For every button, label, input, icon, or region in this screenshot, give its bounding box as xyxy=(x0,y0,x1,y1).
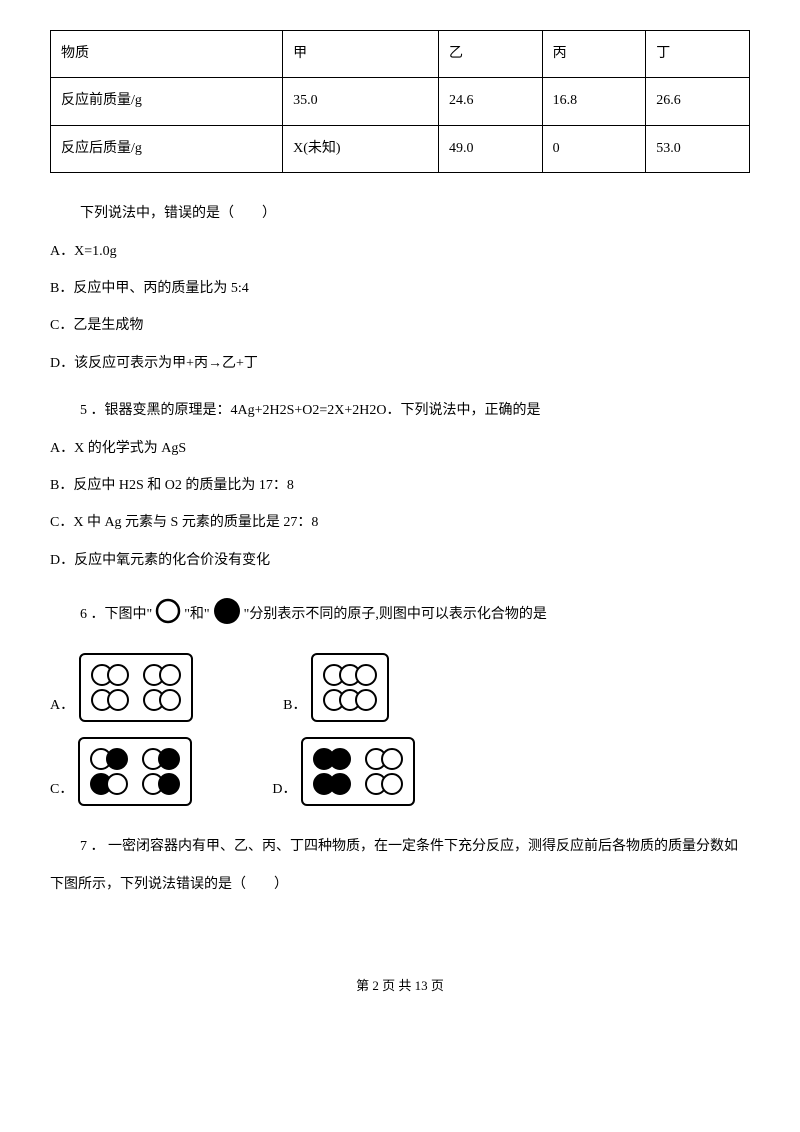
black-circle-icon xyxy=(213,597,241,633)
table-header: 丁 xyxy=(646,31,750,78)
table-header: 甲 xyxy=(283,31,439,78)
q6-mid: "和" xyxy=(184,604,209,626)
q7-line2: 下图所示，下列说法错误的是（ ） xyxy=(50,874,750,896)
molecule-box-b xyxy=(311,653,389,722)
molecule-box-d xyxy=(301,737,415,806)
option-label-a: A． xyxy=(50,695,74,722)
diagram-row-ab: A． B． xyxy=(50,653,750,722)
question-6-prompt: 6 ．下图中" "和" "分别表示不同的原子,则图中可以表示化合物的是 xyxy=(80,597,750,633)
option-c: C．X 中 Ag 元素与 S 元素的质量比是 27：8 xyxy=(50,512,750,534)
table-header: 物质 xyxy=(51,31,283,78)
option-label-b: B． xyxy=(283,695,306,722)
option-d-diagram: D． xyxy=(272,737,415,806)
white-circle-icon xyxy=(155,598,181,632)
option-d: D．该反应可表示为甲+丙→乙+丁 xyxy=(50,353,750,375)
option-d: D．反应中氧元素的化合价没有变化 xyxy=(50,550,750,572)
option-a-diagram: A． xyxy=(50,653,193,722)
table-cell: 53.0 xyxy=(646,125,750,172)
page-footer: 第 2 页 共 13 页 xyxy=(50,976,750,997)
table-header: 乙 xyxy=(439,31,543,78)
table-cell: 49.0 xyxy=(439,125,543,172)
data-table: 物质 甲 乙 丙 丁 反应前质量/g 35.0 24.6 16.8 26.6 反… xyxy=(50,30,750,173)
question-prompt: 下列说法中，错误的是（ ） xyxy=(80,203,750,225)
molecule-box-c xyxy=(78,737,192,806)
question-5-prompt: 5 ．银器变黑的原理是：4Ag+2H2S+O2=2X+2H2O．下列说法中，正确… xyxy=(80,400,750,422)
table-row: 反应后质量/g X(未知) 49.0 0 53.0 xyxy=(51,125,750,172)
option-label-d: D． xyxy=(272,779,296,806)
table-row: 反应前质量/g 35.0 24.6 16.8 26.6 xyxy=(51,78,750,125)
option-b: B．反应中甲、丙的质量比为 5:4 xyxy=(50,278,750,300)
table-cell: 35.0 xyxy=(283,78,439,125)
molecule-box-a xyxy=(79,653,193,722)
q7-line1: 7 ． 一密闭容器内有甲、乙、丙、丁四种物质，在一定条件下充分反应，测得反应前后… xyxy=(80,839,738,854)
diagram-row-cd: C． D． xyxy=(50,737,750,806)
table-header: 丙 xyxy=(542,31,646,78)
option-a: A．X 的化学式为 AgS xyxy=(50,438,750,460)
option-c-diagram: C． xyxy=(50,737,192,806)
question-7-text: 7 ． 一密闭容器内有甲、乙、丙、丁四种物质，在一定条件下充分反应，测得反应前后… xyxy=(80,836,750,858)
table-cell: 反应后质量/g xyxy=(51,125,283,172)
table-cell: 0 xyxy=(542,125,646,172)
option-c: C．乙是生成物 xyxy=(50,315,750,337)
table-cell: 反应前质量/g xyxy=(51,78,283,125)
option-label-c: C． xyxy=(50,779,73,806)
q6-prefix: 6 ．下图中" xyxy=(80,604,152,626)
table-cell: 26.6 xyxy=(646,78,750,125)
option-b-diagram: B． xyxy=(283,653,389,722)
option-b: B．反应中 H2S 和 O2 的质量比为 17：8 xyxy=(50,475,750,497)
option-a: A．X=1.0g xyxy=(50,241,750,263)
table-row: 物质 甲 乙 丙 丁 xyxy=(51,31,750,78)
q6-suffix: "分别表示不同的原子,则图中可以表示化合物的是 xyxy=(244,604,547,626)
table-cell: 24.6 xyxy=(439,78,543,125)
table-cell: X(未知) xyxy=(283,125,439,172)
table-cell: 16.8 xyxy=(542,78,646,125)
